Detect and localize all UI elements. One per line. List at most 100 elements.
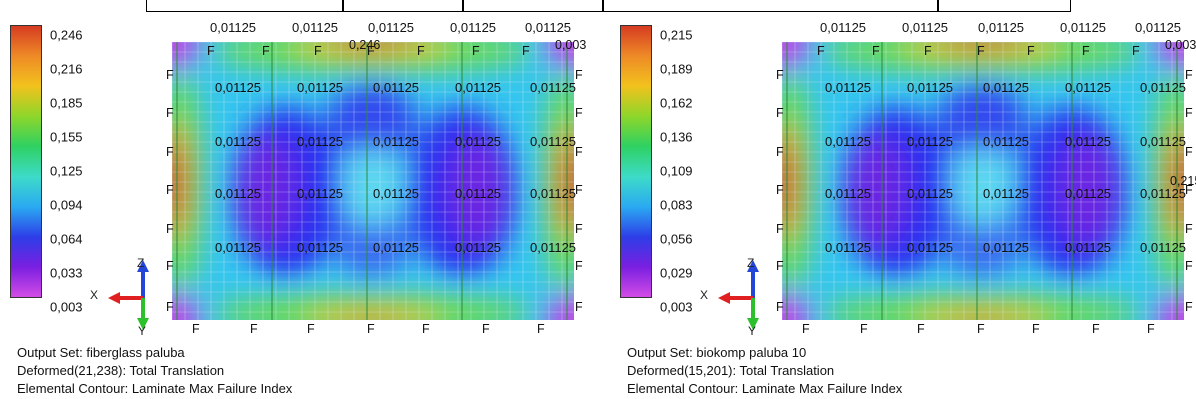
- constraint-label: F: [1185, 106, 1193, 120]
- grid-value-label: 0,01125: [1065, 240, 1112, 255]
- grid-value-label: 0,01125: [907, 134, 954, 149]
- color-scale-step: [621, 266, 651, 297]
- constraint-label: F: [1185, 259, 1193, 273]
- grid-value-label: 0,01125: [983, 80, 1030, 95]
- axis-x-label: X: [700, 288, 709, 302]
- grid-value-label: 0,01125: [292, 20, 339, 35]
- color-scale-value: 0,033: [50, 265, 83, 281]
- grid-value-label: 0,01125: [455, 186, 502, 201]
- grid-value-label: 0,01125: [1135, 20, 1182, 35]
- constraint-label: F: [1132, 44, 1140, 58]
- color-scale-step: [621, 86, 651, 117]
- constraint-label: F: [314, 44, 322, 58]
- constraint-label: F: [776, 68, 784, 82]
- contour-panel-biokomp: 0,215 0,189 0,162 0,136 0,109 0,083 0,056 0,029…: [610, 0, 1196, 399]
- grid-value-label: 0,01125: [1065, 186, 1112, 201]
- grid-value-label: 0,01125: [907, 186, 954, 201]
- contour-plot: [172, 42, 574, 320]
- grid-value-label: 0,01125: [215, 80, 262, 95]
- color-scale-value: 0,246: [50, 27, 83, 43]
- constraint-label: F: [250, 322, 258, 336]
- grid-value-label: 0,01125: [983, 134, 1030, 149]
- constraint-label: F: [166, 183, 174, 197]
- color-scale-value: 0,189: [660, 61, 693, 77]
- constraint-label: F: [262, 44, 270, 58]
- color-scale-step: [11, 266, 41, 297]
- grid-value-label: 0,01125: [983, 240, 1030, 255]
- color-scale-step: [11, 176, 41, 207]
- output-caption-line: Output Set: biokomp paluba 10: [627, 345, 807, 360]
- grid-value-label: 0,01125: [297, 80, 344, 95]
- constraint-label: F: [1185, 300, 1193, 314]
- color-scale-value: 0,003: [50, 299, 83, 315]
- grid-value-label: 0,01125: [1140, 186, 1187, 201]
- grid-value-label: 0,01125: [373, 240, 420, 255]
- color-scale-step: [11, 86, 41, 117]
- grid-value-label: 0,01125: [368, 20, 415, 35]
- constraint-label: F: [776, 145, 784, 159]
- grid-value-label: 0,01125: [373, 134, 420, 149]
- constraint-label: F: [776, 259, 784, 273]
- constraint-label: F: [575, 222, 583, 236]
- color-scale-value: 0,109: [660, 163, 693, 179]
- grid-value-label: 0,01125: [902, 20, 949, 35]
- constraint-label: F: [166, 222, 174, 236]
- grid-value-label: 0,01125: [450, 20, 497, 35]
- corner-value-label: 0,003: [555, 38, 587, 52]
- table-divider: [937, 0, 939, 12]
- constraint-label: F: [367, 44, 375, 58]
- constraint-label: F: [977, 44, 985, 58]
- color-scale-value: 0,185: [50, 95, 83, 111]
- constraint-label: F: [977, 322, 985, 336]
- constraint-label: F: [1185, 68, 1193, 82]
- grid-value-label: 0,01125: [825, 186, 872, 201]
- color-scale-value: 0,215: [660, 27, 693, 43]
- grid-value-label: 0,01125: [455, 240, 502, 255]
- constraint-label: F: [872, 44, 880, 58]
- constraint-label: F: [802, 322, 810, 336]
- color-scale-step: [11, 206, 41, 237]
- constraint-label: F: [1032, 322, 1040, 336]
- constraint-label: F: [166, 300, 174, 314]
- output-caption-line: Output Set: fiberglass paluba: [17, 345, 185, 360]
- grid-value-label: 0,01125: [215, 240, 262, 255]
- color-scale-step: [621, 236, 651, 267]
- constraint-label: F: [1185, 183, 1193, 197]
- color-scale-value: 0,029: [660, 265, 693, 281]
- axis-y-label: Y: [138, 324, 147, 338]
- constraint-label: F: [776, 183, 784, 197]
- constraint-label: F: [1185, 222, 1193, 236]
- color-scale-value: 0,136: [660, 129, 693, 145]
- constraint-label: F: [1027, 44, 1035, 58]
- color-scale-step: [621, 176, 651, 207]
- grid-value-label: 0,01125: [530, 134, 577, 149]
- grid-value-label: 0,01125: [215, 134, 262, 149]
- color-scale-step: [621, 146, 651, 177]
- grid-value-label: 0,01125: [297, 240, 344, 255]
- color-scale-step: [11, 26, 41, 57]
- grid-value-label: 0,01125: [825, 80, 872, 95]
- constraint-label: F: [917, 322, 925, 336]
- color-scale-step: [11, 116, 41, 147]
- constraint-label: F: [472, 44, 480, 58]
- constraint-label: F: [1082, 44, 1090, 58]
- color-scale-value: 0,094: [50, 197, 83, 213]
- grid-value-label: 0,01125: [530, 186, 577, 201]
- constraint-label: F: [1185, 145, 1193, 159]
- constraint-label: F: [207, 44, 215, 58]
- axis-x-label: X: [90, 288, 99, 302]
- constraint-label: F: [537, 322, 545, 336]
- constraint-label: F: [307, 322, 315, 336]
- axis-z-label: Z: [137, 256, 145, 270]
- constraint-label: F: [776, 300, 784, 314]
- color-scale-value: 0,125: [50, 163, 83, 179]
- table-border-top: [146, 0, 1071, 12]
- grid-value-label: 0,01125: [455, 134, 502, 149]
- color-scale-value: 0,003: [660, 299, 693, 315]
- color-scale-step: [11, 56, 41, 87]
- constraint-label: F: [924, 44, 932, 58]
- grid-value-label: 0,01125: [907, 240, 954, 255]
- constraint-label: F: [575, 259, 583, 273]
- constraint-label: F: [367, 322, 375, 336]
- color-scale-value: 0,083: [660, 197, 693, 213]
